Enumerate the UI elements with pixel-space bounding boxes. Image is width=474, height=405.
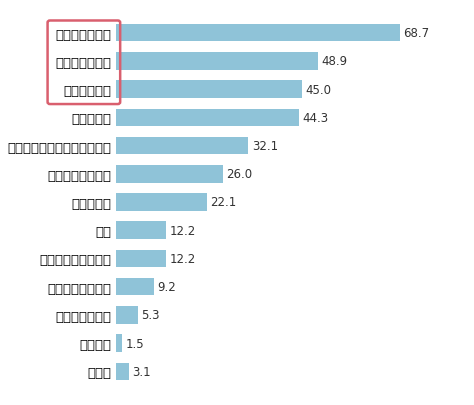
Text: 48.9: 48.9	[321, 55, 347, 68]
Bar	[116, 278, 154, 296]
Text: 22.1: 22.1	[210, 196, 237, 209]
Text: 45.0: 45.0	[305, 83, 331, 96]
Text: 12.2: 12.2	[170, 224, 196, 237]
Text: 32.1: 32.1	[252, 140, 278, 153]
Bar	[116, 250, 166, 268]
Bar	[116, 194, 207, 211]
Text: 26.0: 26.0	[227, 168, 253, 181]
Text: 5.3: 5.3	[141, 309, 160, 322]
Bar	[116, 166, 223, 183]
Text: 12.2: 12.2	[170, 252, 196, 265]
Bar	[116, 53, 318, 70]
Bar	[116, 109, 299, 127]
Bar	[116, 222, 166, 239]
Bar	[116, 137, 248, 155]
Text: 44.3: 44.3	[302, 111, 328, 124]
Text: 3.1: 3.1	[132, 365, 151, 378]
Text: 9.2: 9.2	[157, 281, 176, 294]
Bar	[116, 363, 128, 380]
Text: 1.5: 1.5	[125, 337, 144, 350]
Bar	[116, 307, 138, 324]
Bar	[116, 25, 400, 42]
Bar	[116, 335, 122, 352]
Text: 68.7: 68.7	[403, 27, 429, 40]
Bar	[116, 81, 302, 98]
